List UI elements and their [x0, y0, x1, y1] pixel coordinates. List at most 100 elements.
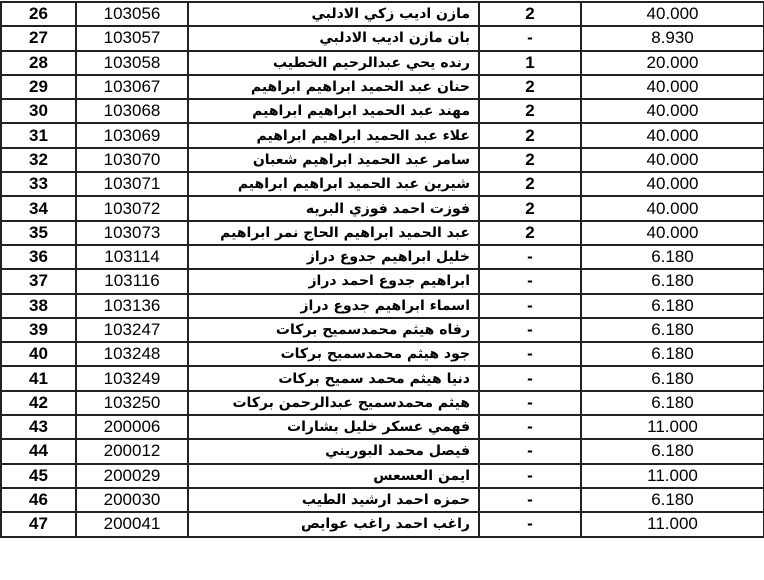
code-cell: 103136: [75, 292, 189, 319]
name-cell: مازن اديب زكي الادلبي: [187, 0, 480, 28]
code-cell: 103114: [75, 243, 189, 271]
table-row: 39 103247 رفاه هيثم محمدسميح بركات -6.180: [0, 316, 764, 344]
value-cell: 8.930: [580, 25, 764, 52]
name-cell: هيثم محمدسميح عبدالرحمن بركات: [187, 389, 480, 417]
row-number-cell: 44: [0, 438, 77, 465]
row-number-cell: 35: [0, 219, 77, 246]
row-number-cell: 33: [0, 171, 77, 198]
table-row: 44 200012 فيصل محمد البوريني -6.180: [0, 438, 764, 465]
count-cell: -: [478, 365, 582, 392]
code-cell: 103070: [75, 146, 189, 174]
value-cell: 20.000: [580, 49, 764, 76]
value-cell: 40.000: [580, 73, 764, 101]
table-row: 45 200029 ايمن العسعس -11.000: [0, 462, 764, 489]
row-number-cell: 34: [0, 195, 77, 222]
value-cell: 6.180: [580, 365, 764, 392]
value-cell: 11.000: [580, 462, 764, 489]
table-row: 35 103073 عبد الحميد ابراهيم الحاج نمر ابر…: [0, 219, 764, 246]
row-number-cell: 40: [0, 341, 77, 368]
row-number-cell: 39: [0, 316, 77, 344]
count-cell: -: [478, 438, 582, 465]
row-number-cell: 46: [0, 486, 77, 514]
row-number-cell: 41: [0, 365, 77, 392]
name-cell: علاء عبد الحميد ابراهيم ابراهيم: [187, 122, 480, 149]
table-row: 37 103116 ابراهيم جدوع احمد دراز -6.180: [0, 268, 764, 295]
row-number-cell: 31: [0, 122, 77, 149]
table-row: 43 200006 فهمي عسكر خليل بشارات -11.000: [0, 414, 764, 441]
value-cell: 40.000: [580, 171, 764, 198]
count-cell: 2: [478, 73, 582, 101]
count-cell: 1: [478, 49, 582, 76]
name-cell: شيرين عبد الحميد ابراهيم ابراهيم: [187, 171, 480, 198]
count-cell: -: [478, 389, 582, 417]
count-cell: -: [478, 462, 582, 489]
table-row: 32 103070 سامر عبد الحميد ابراهيم شعبان 2 40…: [0, 146, 764, 174]
row-number-cell: 47: [0, 511, 77, 538]
count-cell: -: [478, 486, 582, 514]
row-number-cell: 30: [0, 98, 77, 125]
name-cell: فهمي عسكر خليل بشارات: [187, 414, 480, 441]
table-row: 27 103057 بان مازن اديب الادلبي -8.930: [0, 25, 764, 52]
count-cell: 2: [478, 0, 582, 28]
name-cell: راغب احمد راغب عوايص: [187, 511, 480, 538]
count-cell: 2: [478, 146, 582, 174]
count-cell: -: [478, 268, 582, 295]
row-number-cell: 36: [0, 243, 77, 271]
name-cell: رفاه هيثم محمدسميح بركات: [187, 316, 480, 344]
code-cell: 103071: [75, 171, 189, 198]
count-cell: -: [478, 25, 582, 52]
code-cell: 103067: [75, 73, 189, 101]
value-cell: 40.000: [580, 0, 764, 28]
value-cell: 6.180: [580, 243, 764, 271]
code-cell: 103247: [75, 316, 189, 344]
value-cell: 6.180: [580, 268, 764, 295]
count-cell: 2: [478, 219, 582, 246]
value-cell: 40.000: [580, 122, 764, 149]
row-number-cell: 42: [0, 389, 77, 417]
value-cell: 40.000: [580, 146, 764, 174]
table-row: 33 103071 شيرين عبد الحميد ابراهيم ابراهيم…: [0, 171, 764, 198]
count-cell: -: [478, 511, 582, 538]
name-cell: اسماء ابراهيم جدوع دراز: [187, 292, 480, 319]
row-number-cell: 32: [0, 146, 77, 174]
name-cell: ابراهيم جدوع احمد دراز: [187, 268, 480, 295]
value-cell: 40.000: [580, 219, 764, 246]
value-cell: 6.180: [580, 292, 764, 319]
code-cell: 103248: [75, 341, 189, 368]
table-row: 36 103114 خليل ابراهيم جدوع دراز -6.180: [0, 243, 764, 271]
count-cell: -: [478, 341, 582, 368]
table-row: 26 103056 مازن اديب زكي الادلبي 2 40.000: [0, 0, 764, 28]
table-row: 46 200030 حمزه احمد ارشيد الطيب -6.180: [0, 486, 764, 514]
table-row: 30 103068 مهند عبد الحميد ابراهيم ابراهيم 2…: [0, 98, 764, 125]
row-number-cell: 26: [0, 0, 77, 28]
code-cell: 103057: [75, 25, 189, 52]
value-cell: 6.180: [580, 316, 764, 344]
code-cell: 200029: [75, 462, 189, 489]
value-cell: 11.000: [580, 414, 764, 441]
name-cell: فوزت احمد فوزي البريه: [187, 195, 480, 222]
name-cell: جود هيثم محمدسميح بركات: [187, 341, 480, 368]
name-cell: فيصل محمد البوريني: [187, 438, 480, 465]
table-row: 29 103067 حنان عبد الحميد ابراهيم ابراهيم 2…: [0, 73, 764, 101]
code-cell: 200012: [75, 438, 189, 465]
name-cell: ايمن العسعس: [187, 462, 480, 489]
code-cell: 200041: [75, 511, 189, 538]
name-cell: خليل ابراهيم جدوع دراز: [187, 243, 480, 271]
table-row: 31 103069 علاء عبد الحميد ابراهيم ابراهيم 2…: [0, 122, 764, 149]
name-cell: رنده يحي عبدالرحيم الخطيب: [187, 49, 480, 76]
name-cell: سامر عبد الحميد ابراهيم شعبان: [187, 146, 480, 174]
count-cell: -: [478, 292, 582, 319]
row-number-cell: 28: [0, 49, 77, 76]
row-number-cell: 38: [0, 292, 77, 319]
table-row: 28 103058 رنده يحي عبدالرحيم الخطيب 1 20.000: [0, 49, 764, 76]
value-cell: 6.180: [580, 389, 764, 417]
table-row: 38 103136 اسماء ابراهيم جدوع دراز -6.180: [0, 292, 764, 319]
count-cell: 2: [478, 171, 582, 198]
code-cell: 103072: [75, 195, 189, 222]
value-cell: 6.180: [580, 438, 764, 465]
code-cell: 103116: [75, 268, 189, 295]
count-cell: -: [478, 414, 582, 441]
row-number-cell: 29: [0, 73, 77, 101]
name-cell: حمزه احمد ارشيد الطيب: [187, 486, 480, 514]
name-cell: حنان عبد الحميد ابراهيم ابراهيم: [187, 73, 480, 101]
